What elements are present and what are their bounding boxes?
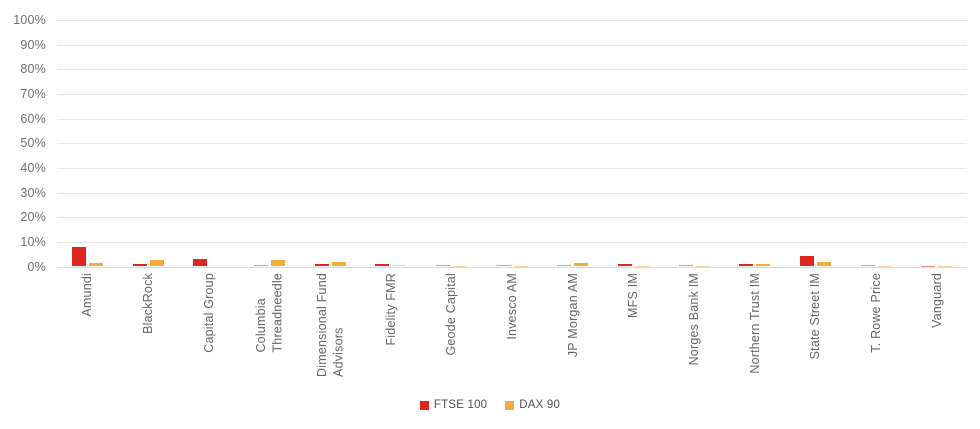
bar-dax-90	[149, 260, 164, 267]
x-category-cell: JP Morgan AM	[542, 273, 603, 393]
bar-dax-90	[816, 262, 831, 267]
bar-ftse-100	[314, 264, 329, 267]
bar-ftse-100	[193, 258, 208, 267]
bar-dax-90	[695, 265, 710, 267]
legend: FTSE 100 DAX 90	[0, 399, 980, 411]
bar-ftse-100	[435, 265, 450, 267]
bar-ftse-100	[921, 265, 936, 267]
bar-ftse-100	[860, 264, 875, 267]
x-category-label: MFS IM	[626, 273, 641, 318]
bar-dax-90	[513, 265, 528, 267]
y-tick-label: 10%	[20, 234, 46, 249]
y-tick-label: 60%	[20, 111, 46, 126]
x-category-label: BlackRock	[140, 273, 155, 334]
bar-ftse-100	[375, 263, 390, 267]
x-category-label: Norges Bank IM	[686, 273, 701, 366]
x-category-cell: Amundi	[57, 273, 118, 393]
bar-dax-90	[88, 262, 103, 267]
y-tick-label: 70%	[20, 86, 46, 101]
bar-dax-90	[634, 265, 649, 267]
y-tick-label: 90%	[20, 37, 46, 52]
gridline	[57, 93, 967, 95]
gridline	[57, 69, 967, 71]
bar-dax-90	[877, 265, 892, 267]
y-tick-label: 100%	[13, 13, 46, 27]
x-category-cell: Columbia Threadneedle	[239, 273, 300, 393]
x-category-cell: Northern Trust IM	[724, 273, 785, 393]
gridline	[57, 266, 967, 268]
y-tick-label: 20%	[20, 210, 46, 225]
legend-label: DAX 90	[519, 399, 561, 411]
x-category-label: Amundi	[80, 273, 95, 317]
x-category-label: State Street IM	[808, 273, 823, 360]
x-category-cell: State Street IM	[785, 273, 846, 393]
y-tick-label: 50%	[20, 136, 46, 151]
x-category-cell: Vanguard	[906, 273, 967, 393]
gridline	[57, 20, 967, 21]
gridline	[57, 118, 967, 120]
gridline	[57, 143, 967, 145]
x-category-label: JP Morgan AM	[565, 273, 580, 358]
bar-ftse-100	[799, 255, 814, 267]
bar-dax-90	[938, 265, 953, 267]
bar-dax-90	[452, 265, 467, 267]
x-category-cell: BlackRock	[118, 273, 179, 393]
bar-dax-90	[331, 262, 346, 267]
x-category-cell: Invesco AM	[482, 273, 543, 393]
legend-label: FTSE 100	[433, 399, 488, 411]
bar-dax-90	[756, 263, 771, 267]
bar-dax-90	[270, 260, 285, 267]
x-category-cell: Fidelity FMR	[360, 273, 421, 393]
bar-ftse-100	[678, 265, 693, 267]
x-category-label: Invesco AM	[504, 273, 519, 340]
bar-ftse-100	[132, 263, 147, 267]
bar-ftse-100	[253, 265, 268, 267]
x-category-label: Columbia Threadneedle	[254, 273, 285, 353]
gridline	[57, 192, 967, 194]
bar-ftse-100	[617, 264, 632, 267]
x-category-label: Dimensional Fund Advisors	[314, 273, 345, 377]
gridline	[57, 167, 967, 169]
bar-dax-90	[392, 265, 407, 267]
x-category-label: T. Rowe Price	[868, 273, 883, 353]
bar-ftse-100	[739, 263, 754, 267]
gridline	[57, 44, 967, 46]
x-category-label: Fidelity FMR	[383, 273, 398, 346]
x-category-label: Vanguard	[929, 273, 944, 328]
x-category-cell: MFS IM	[603, 273, 664, 393]
gridline	[57, 217, 967, 219]
legend-swatch-icon	[419, 400, 429, 410]
x-category-label: Geode Capital	[444, 273, 459, 356]
legend-item: DAX 90	[505, 399, 560, 411]
bar-ftse-100	[71, 246, 86, 267]
bar-ftse-100	[557, 265, 572, 267]
y-tick-label: 40%	[20, 160, 46, 175]
y-tick-label: 80%	[20, 62, 46, 77]
legend-swatch-icon	[505, 400, 515, 410]
y-tick-label: 30%	[20, 185, 46, 200]
gridline	[57, 241, 967, 243]
bar-ftse-100	[496, 265, 511, 267]
x-category-label: Northern Trust IM	[747, 273, 762, 374]
x-category-cell: Dimensional Fund Advisors	[300, 273, 361, 393]
bar-dax-90	[574, 263, 589, 267]
legend-item: FTSE 100	[419, 399, 488, 411]
y-tick-label: 0%	[27, 259, 46, 274]
x-category-cell: Capital Group	[178, 273, 239, 393]
x-category-label: Capital Group	[201, 273, 216, 353]
x-category-cell: Norges Bank IM	[664, 273, 725, 393]
x-category-cell: Geode Capital	[421, 273, 482, 393]
x-category-cell: T. Rowe Price	[846, 273, 907, 393]
